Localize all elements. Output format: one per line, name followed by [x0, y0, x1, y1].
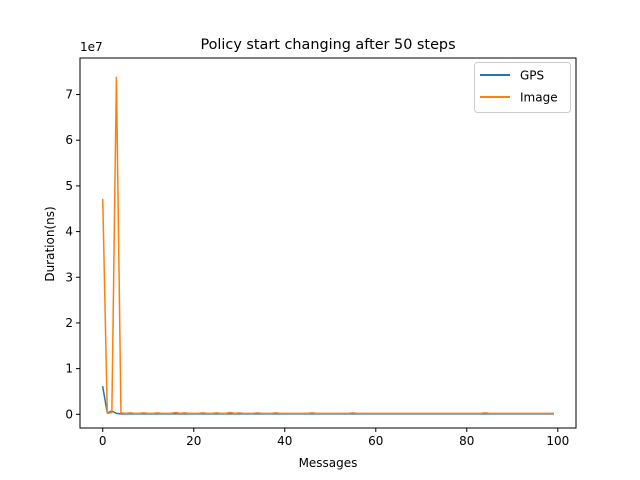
- y-tick-label: 2: [65, 316, 73, 330]
- y-tick-label: 1: [65, 362, 73, 376]
- x-tick-label: 100: [546, 434, 569, 448]
- y-tick-label: 6: [65, 133, 73, 147]
- chart-title: Policy start changing after 50 steps: [200, 37, 455, 53]
- series-line-image: [101, 76, 554, 415]
- x-tick-label: 0: [99, 434, 107, 448]
- y-axis-label: Duration(ns): [43, 206, 57, 281]
- x-tick-label: 40: [277, 434, 292, 448]
- y-offset-label: 1e7: [80, 40, 103, 54]
- y-tick-label: 7: [65, 88, 73, 102]
- plot-frame: [79, 57, 577, 429]
- series-lines: [101, 76, 554, 415]
- x-axis-label: Messages: [299, 456, 358, 470]
- x-tick-label: 60: [368, 434, 383, 448]
- x-tick-label: 80: [459, 434, 474, 448]
- y-tick-label: 3: [65, 270, 73, 284]
- legend: GPS Image: [474, 62, 571, 113]
- y-tick-label: 5: [65, 179, 73, 193]
- axis-ticks: 0 20 40 60 80 100 0 1 2 3 4 5 6 7: [65, 88, 569, 448]
- legend-label-image: Image: [520, 91, 558, 105]
- y-tick-label: 4: [65, 225, 73, 239]
- series-line-gps: [101, 386, 554, 415]
- x-tick-label: 20: [186, 434, 201, 448]
- legend-label-gps: GPS: [520, 69, 544, 83]
- y-tick-label: 0: [65, 407, 73, 421]
